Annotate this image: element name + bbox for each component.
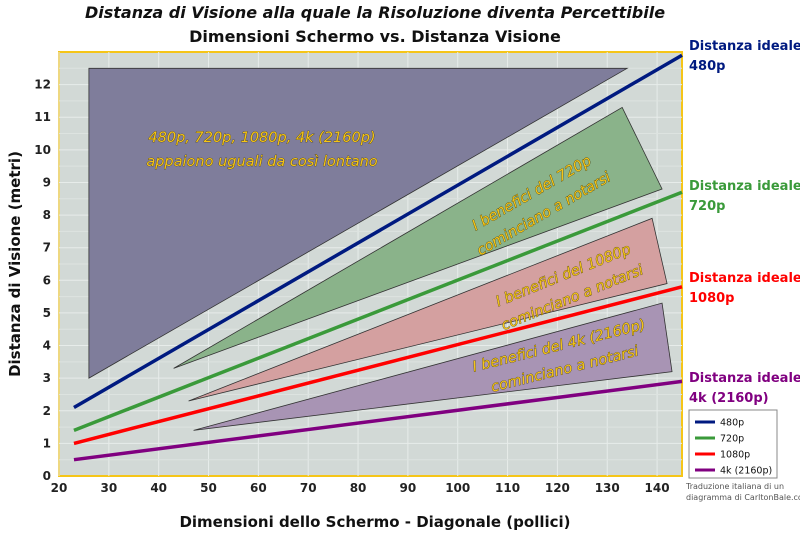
region-0 [88,67,629,379]
x-tick-label: 40 [150,481,167,495]
y-tick-label: 6 [43,273,51,287]
legend-label-720p: 720p [720,434,744,445]
chart-subtitle: Dimensioni Schermo vs. Distanza Visione [189,27,561,46]
ideal-distance-labels: Distanza ideale 480p Distanza ideale 720… [689,39,800,406]
x-tick-label: 80 [350,481,367,495]
series-lines [73,53,683,462]
y-tick-label: 11 [34,110,51,124]
x-tick-label: 30 [100,481,117,495]
ideal-label-4k-line2: 4k (2160p) [689,391,769,406]
legend-label-4k: 4k (2160p) [720,466,772,477]
region-1 [173,106,663,369]
x-tick-label: 20 [51,481,68,495]
regions [88,67,673,431]
x-tick-label: 90 [400,481,417,495]
ideal-label-1080p-line2: 1080p [689,291,735,306]
x-tick-label: 70 [300,481,317,495]
ideal-label-480p-line2: 480p [689,59,725,74]
x-axis-label: Dimensioni dello Schermo - Diagonale (po… [179,513,570,531]
region-label-all-line2: appaiono uguali da così lontano [146,154,377,170]
ideal-label-720p-line2: 720p [689,199,725,214]
series-line-2 [73,285,683,446]
ideal-label-480p-line1: Distanza ideale [689,39,800,54]
y-axis-label: Distanza di Visione (metri) [6,151,24,377]
region-3 [193,302,673,431]
region-label-all-line1: 480p, 720p, 1080p, 4k (2160p) [148,130,375,146]
y-tick-label: 10 [34,143,51,157]
x-tick-label: 130 [595,481,620,495]
series-line-0 [73,53,683,410]
legend-label-1080p: 1080p [720,450,750,461]
x-tick-label: 140 [645,481,670,495]
legend-label-480p: 480p [720,418,744,429]
series-line-1 [73,190,683,432]
y-tick-label: 3 [43,371,51,385]
x-tick-label: 50 [200,481,217,495]
y-tick-label: 4 [43,339,51,353]
credit-line2: diagramma di CarltonBale.com [686,493,800,502]
y-tick-label: 12 [34,78,51,92]
y-tick-label: 0 [43,469,51,483]
y-tick-label: 5 [43,306,51,320]
region-2 [188,217,668,402]
series-line-3 [73,379,683,462]
legend: 480p 720p 1080p 4k (2160p) [688,409,778,479]
chart-title: Distanza di Visione alla quale la Risolu… [85,3,665,22]
y-tick-label: 2 [43,404,51,418]
y-tick-label: 8 [43,208,51,222]
x-tick-labels: 20 30 40 50 60 70 80 90 100 110 120 130 140 [51,481,670,495]
ideal-label-1080p-line1: Distanza ideale [689,271,800,286]
x-tick-label: 120 [545,481,570,495]
x-tick-label: 100 [445,481,470,495]
y-tick-label: 7 [43,241,51,255]
y-tick-label: 1 [43,436,51,450]
y-tick-label: 9 [43,175,51,189]
credit-line1: Traduzione italiana di un [685,482,784,491]
x-tick-label: 110 [495,481,520,495]
ideal-label-4k-line1: Distanza ideale [689,371,800,386]
ideal-label-720p-line1: Distanza ideale [689,179,800,194]
x-tick-label: 60 [250,481,267,495]
